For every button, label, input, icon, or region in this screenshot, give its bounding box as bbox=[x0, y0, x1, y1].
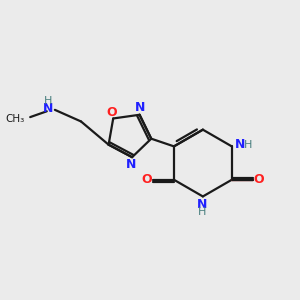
Text: O: O bbox=[254, 173, 264, 186]
Text: N: N bbox=[125, 158, 136, 171]
Text: N: N bbox=[43, 102, 54, 115]
Text: N: N bbox=[235, 138, 245, 152]
Text: H: H bbox=[244, 140, 252, 150]
Text: H: H bbox=[198, 207, 206, 218]
Text: CH₃: CH₃ bbox=[6, 114, 25, 124]
Text: O: O bbox=[106, 106, 117, 118]
Text: O: O bbox=[141, 173, 152, 186]
Text: H: H bbox=[44, 96, 53, 106]
Text: N: N bbox=[135, 101, 145, 114]
Text: N: N bbox=[197, 198, 208, 211]
